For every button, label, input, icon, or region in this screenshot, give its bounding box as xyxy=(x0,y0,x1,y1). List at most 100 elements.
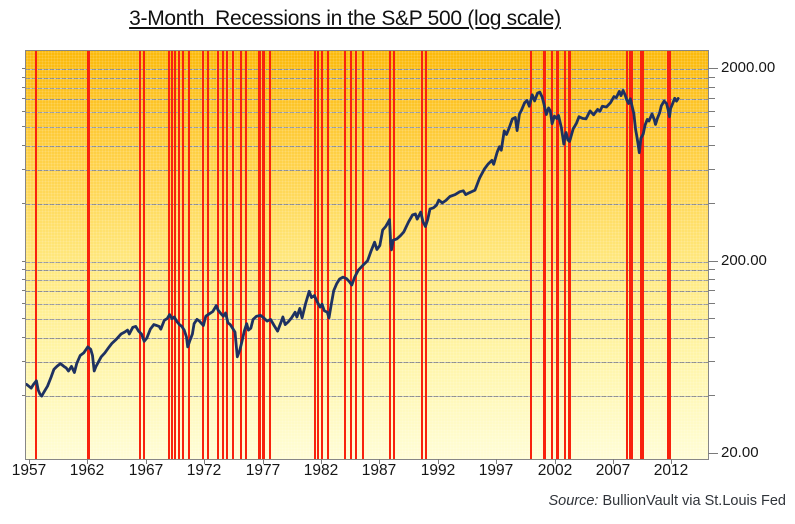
recession-line xyxy=(343,51,346,459)
x-axis-label-1992: 1992 xyxy=(420,462,456,479)
y-axis-left-tick xyxy=(22,68,25,69)
y-axis-minor-tick xyxy=(708,269,715,270)
recession-line xyxy=(317,51,320,459)
y-axis-left-tick xyxy=(22,337,25,338)
recession-line xyxy=(216,51,219,459)
recession-line xyxy=(326,51,329,459)
x-axis-tick-1972 xyxy=(204,459,205,464)
y-axis-left-tick xyxy=(22,269,25,270)
x-axis-tick-1982 xyxy=(321,459,322,464)
x-axis-label-2007: 2007 xyxy=(595,462,631,479)
recession-line xyxy=(171,51,174,459)
x-axis-label-1987: 1987 xyxy=(361,462,397,479)
price-line-chart xyxy=(26,89,680,398)
gridline-40 xyxy=(26,396,708,398)
y-axis-label-2000.00: 2000.00 xyxy=(721,59,776,76)
y-axis-minor-tick xyxy=(708,126,715,127)
y-axis-left-tick xyxy=(22,318,25,319)
y-axis-left-tick xyxy=(22,111,25,112)
x-axis-label-2012: 2012 xyxy=(653,462,689,479)
y-axis-minor-tick xyxy=(708,318,715,319)
y-axis-major-tick xyxy=(708,68,718,69)
recession-line xyxy=(182,51,185,459)
y-axis-major-tick xyxy=(708,261,718,262)
y-axis-minor-tick xyxy=(708,279,715,280)
recession-line xyxy=(392,51,395,459)
y-axis-left-tick xyxy=(22,290,25,291)
recession-line xyxy=(232,51,235,459)
recession-line xyxy=(262,51,266,459)
x-axis-label-1957: 1957 xyxy=(11,462,47,479)
source-note: Source: BullionVault via St.Louis Fed xyxy=(548,493,786,509)
recession-line xyxy=(202,51,205,459)
y-axis-minor-tick xyxy=(708,87,715,88)
x-axis-label-1982: 1982 xyxy=(303,462,339,479)
recession-line xyxy=(424,51,427,459)
gridline-60 xyxy=(26,362,708,364)
gridline-1400 xyxy=(26,98,708,100)
gridline-160 xyxy=(26,280,708,282)
recession-line xyxy=(361,51,364,459)
y-axis-left-tick xyxy=(22,145,25,146)
x-axis-tick-1987 xyxy=(379,459,380,464)
recession-line xyxy=(239,51,242,459)
y-axis-major-tick xyxy=(708,453,718,454)
chart-title: 3-Month Recessions in the S&P 500 (log s… xyxy=(129,7,561,30)
gridline-120 xyxy=(26,304,708,306)
x-axis-tick-1962 xyxy=(87,459,88,464)
recession-line xyxy=(630,51,633,459)
recession-line xyxy=(641,51,644,459)
gridline-600 xyxy=(26,169,708,171)
recession-line xyxy=(34,51,37,459)
x-axis-label-2002: 2002 xyxy=(537,462,573,479)
recession-line xyxy=(530,51,533,459)
source-label: Source: xyxy=(548,493,599,509)
y-axis-minor-tick xyxy=(708,98,715,99)
y-axis-left-tick xyxy=(22,203,25,204)
y-axis-left-tick xyxy=(22,261,25,262)
y-axis-left-tick xyxy=(22,279,25,280)
recession-line xyxy=(669,51,672,459)
y-axis-left-tick xyxy=(22,395,25,396)
y-axis-left-tick xyxy=(22,98,25,99)
y-axis-minor-tick xyxy=(708,337,715,338)
recession-line xyxy=(245,51,248,459)
recession-line xyxy=(354,51,357,459)
gridline-1000 xyxy=(26,126,708,128)
gridline-100 xyxy=(26,319,708,321)
y-axis-minor-tick xyxy=(708,145,715,146)
recession-line xyxy=(269,51,271,459)
x-axis-label-1972: 1972 xyxy=(186,462,222,479)
y-axis-minor-tick xyxy=(708,361,715,362)
x-axis-tick-1977 xyxy=(263,459,264,464)
y-axis-left-tick xyxy=(22,169,25,170)
gridline-180 xyxy=(26,270,708,272)
y-axis-left-tick xyxy=(22,361,25,362)
recession-line xyxy=(626,51,629,459)
y-axis-minor-tick xyxy=(708,169,715,170)
gridline-80 xyxy=(26,338,708,340)
y-axis-minor-tick xyxy=(708,203,715,204)
x-axis-tick-1967 xyxy=(146,459,147,464)
recession-line xyxy=(350,51,352,459)
plot-area xyxy=(25,50,709,460)
recession-line xyxy=(420,51,423,459)
recession-line xyxy=(543,51,546,459)
gridline-140 xyxy=(26,291,708,293)
gridline-800 xyxy=(26,145,708,147)
gridline-400 xyxy=(26,203,708,205)
x-axis-label-1962: 1962 xyxy=(69,462,105,479)
y-axis-left-tick xyxy=(22,126,25,127)
gridline-1800 xyxy=(26,77,708,79)
y-axis-minor-tick xyxy=(708,77,715,78)
recession-line xyxy=(628,51,631,459)
recession-line xyxy=(188,51,191,459)
x-axis-tick-2007 xyxy=(613,459,614,464)
recession-line xyxy=(142,51,145,459)
y-axis-minor-tick xyxy=(708,395,715,396)
y-axis-left-tick xyxy=(22,303,25,304)
y-axis-label-200.00: 200.00 xyxy=(721,252,767,269)
y-axis-minor-tick xyxy=(708,290,715,291)
recession-line xyxy=(174,51,177,459)
